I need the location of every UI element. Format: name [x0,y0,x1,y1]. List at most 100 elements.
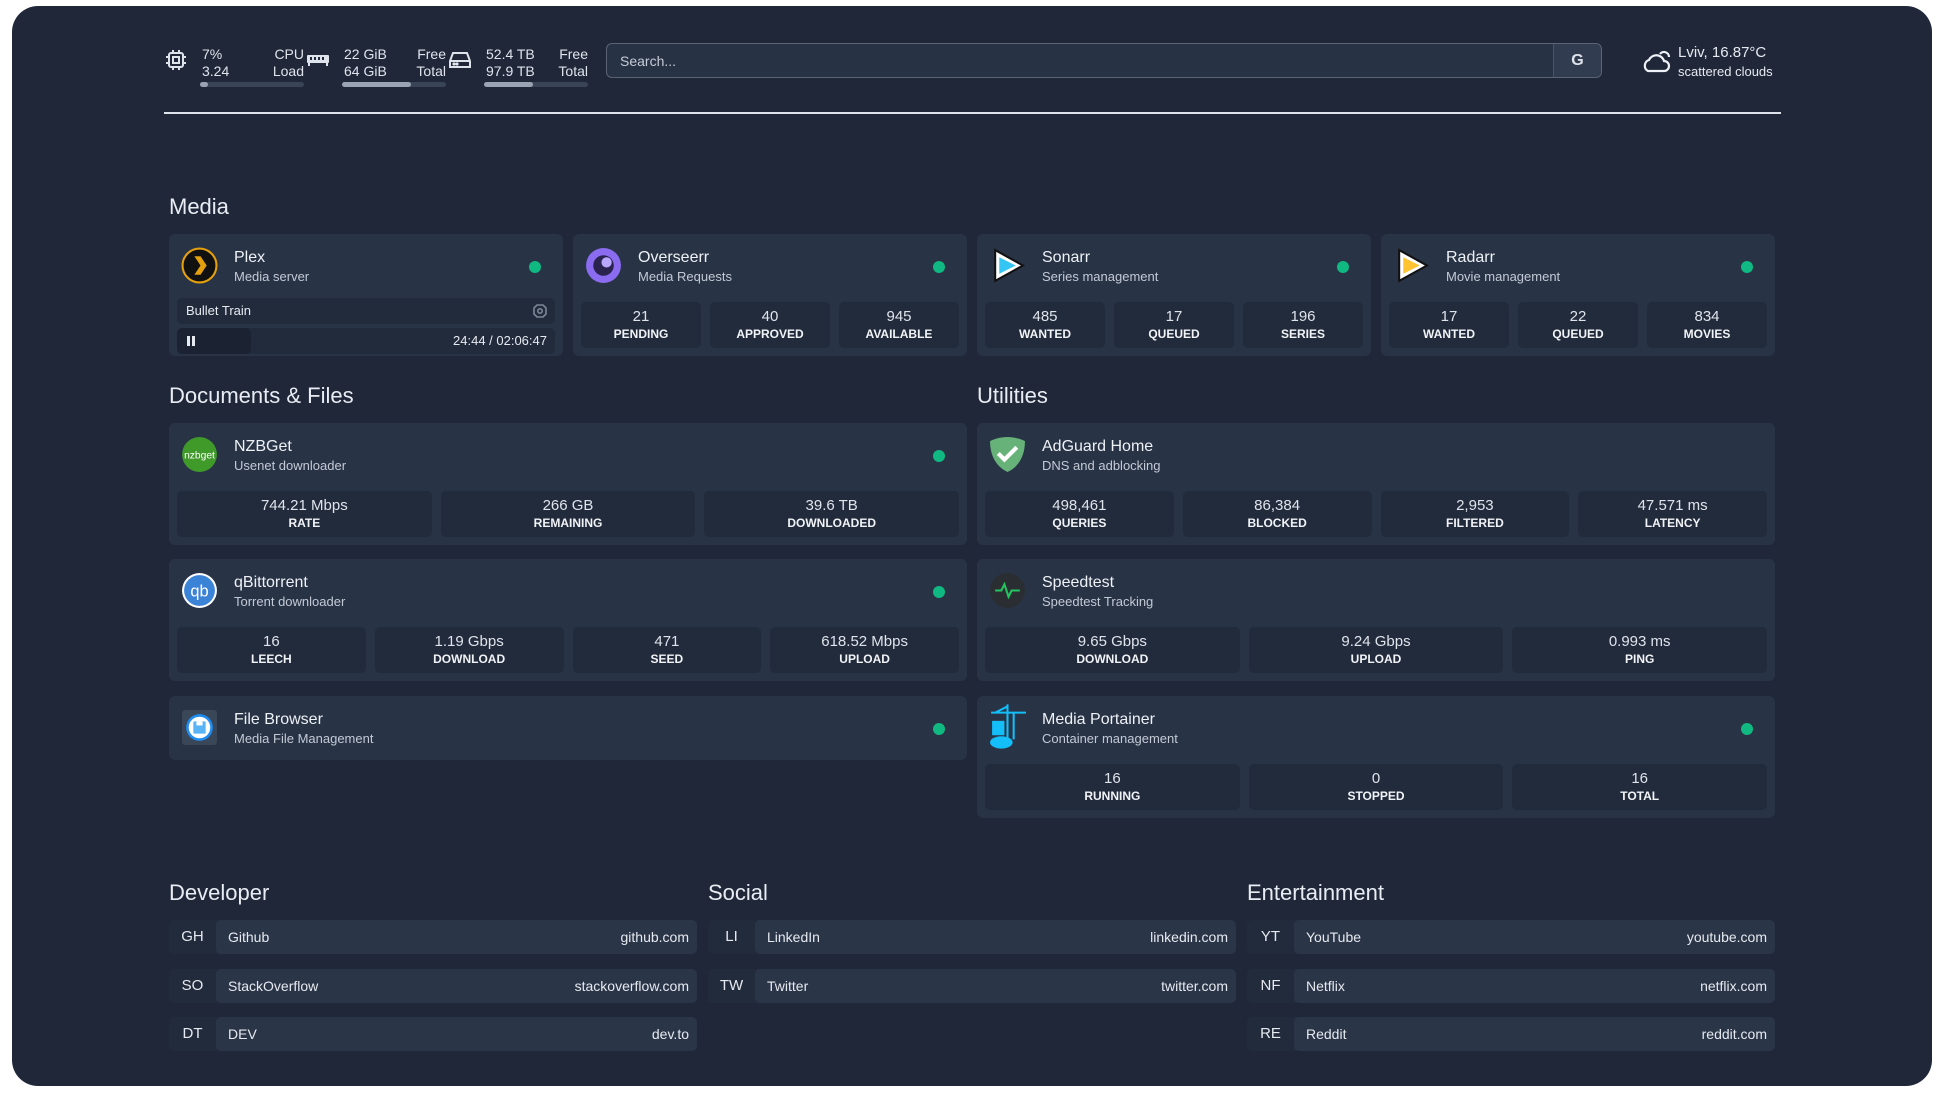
bookmark-link[interactable]: DEV dev.to [216,1017,697,1051]
header-divider [164,112,1781,114]
stat-value: 196 [1290,308,1316,325]
service-title: AdGuard Home [1042,438,1154,455]
memory-total: 64 GiB [344,63,387,79]
stat-upload: 618.52 Mbps UPLOAD [770,627,959,673]
bookmark-url: netflix.com [1700,977,1767,994]
stat-label: FILTERED [1445,516,1504,530]
stat-wanted: 17 WANTED [1389,302,1509,348]
cpu-bar-fill [200,82,209,87]
stat-value: 9.65 Gbps [1077,633,1147,650]
service-title: Overseerr [638,249,710,266]
stat-label: WANTED [1423,327,1475,341]
service-card-filebrowser[interactable]: File Browser Media File Management [169,696,967,760]
stat-running: 16 RUNNING [985,764,1240,810]
stat-label: STOPPED [1347,789,1405,803]
stat-value: 22 [1569,308,1587,325]
service-title: Radarr [1446,249,1495,266]
service-subtitle: Torrent downloader [234,594,346,609]
stat-downloaded: 39.6 TB DOWNLOADED [704,491,960,537]
bookmark-linkedin[interactable]: LI LinkedIn linkedin.com [708,920,1236,954]
stat-available: 945 AVAILABLE [839,302,959,348]
bookmark-link[interactable]: LinkedIn linkedin.com [755,920,1236,954]
bookmark-name: Netflix [1306,977,1345,994]
stat-stopped: 0 STOPPED [1248,764,1504,810]
stat-value: 744.21 Mbps [260,497,348,514]
bookmark-abbr: LI [725,928,738,945]
cpu-bar [200,82,304,87]
service-card-portainer[interactable]: Media Portainer Container management 16 R… [977,696,1775,818]
stat-blocked: 86,384 BLOCKED [1182,491,1372,537]
memory-widget: 22 GiB 64 GiB Free Total [306,40,446,88]
stat-download: 9.65 Gbps DOWNLOAD [985,627,1240,673]
stats-row: 16 RUNNING 0 STOPPED 16 TOTAL [985,764,1768,810]
bookmark-github[interactable]: GH Github github.com [169,920,697,954]
bookmark-link[interactable]: StackOverflow stackoverflow.com [216,968,697,1003]
bookmark-link[interactable]: Reddit reddit.com [1294,1017,1775,1051]
bookmark-link[interactable]: Twitter twitter.com [755,968,1236,1003]
stat-label: PING [1625,652,1655,666]
bookmark-twitter[interactable]: TW Twitter twitter.com [708,968,1236,1003]
service-card-qbittorrent[interactable]: qb qBittorrent Torrent downloader 16 LEEC… [169,559,967,681]
service-card-adguard[interactable]: AdGuard Home DNS and adblocking 498,461 Q… [977,423,1775,545]
search-bar: G [606,43,1602,78]
bookmark-reddit[interactable]: RE Reddit reddit.com [1247,1017,1775,1051]
stat-series: 196 SERIES [1243,302,1363,348]
service-card-radarr[interactable]: Radarr Movie management 17 WANTED 22 QUEUED… [1381,234,1775,356]
bookmark-stackoverflow[interactable]: SO StackOverflow stackoverflow.com [169,968,697,1003]
ram-icon [307,55,329,66]
stat-download: 1.19 Gbps DOWNLOAD [374,627,564,673]
section-heading-utilities: Utilities [977,383,1048,408]
bookmark-name: YouTube [1306,929,1362,945]
search-engine-button[interactable]: G [1553,44,1601,77]
radarr-icon [1398,248,1430,283]
stat-value: 945 [886,308,912,325]
playback-bar: 24:44 / 02:06:47 [177,328,555,354]
bookmark-youtube[interactable]: YT YouTube youtube.com [1247,920,1775,954]
stat-upload: 9.24 Gbps UPLOAD [1248,627,1504,673]
adguard-icon [990,437,1025,472]
service-title: Plex [234,249,266,266]
search-input[interactable] [607,52,1553,69]
bookmark-link[interactable]: YouTube youtube.com [1294,920,1775,954]
stat-label: LATENCY [1644,516,1701,530]
service-title: Sonarr [1042,249,1091,266]
stat-value: 0 [1371,770,1381,787]
stat-value: 21 [632,308,650,325]
settings-icon[interactable] [533,304,547,318]
service-card-overseerr[interactable]: Overseerr Media Requests 21 PENDING 40 APPR… [573,234,967,356]
pause-icon[interactable] [186,336,196,346]
bookmark-dev[interactable]: DT DEV dev.to [169,1017,697,1051]
stat-label: UPLOAD [1350,652,1402,666]
service-subtitle: Series management [1042,269,1159,284]
svg-text:nzbget: nzbget [184,451,215,462]
bookmark-abbr: YT [1260,928,1281,945]
bookmark-link[interactable]: Netflix netflix.com [1294,968,1775,1003]
stats-row: 485 WANTED 17 QUEUED 196 SERIES [985,302,1363,348]
status-dot [1741,723,1753,735]
stat-pending: 21 PENDING [581,302,701,348]
section-heading-documents: Documents & Files [169,383,354,408]
service-subtitle: Container management [1042,731,1178,746]
disk-icon [449,52,471,68]
stat-label: QUERIES [1052,516,1107,530]
now-playing: Bullet Train [177,298,555,324]
service-card-nzbget[interactable]: nzbget NZBGet Usenet downloader 744.21 M… [169,423,967,545]
status-dot [933,450,945,462]
portainer-icon [990,704,1026,749]
bookmark-abbr: GH [181,928,204,945]
bookmark-netflix[interactable]: NF Netflix netflix.com [1247,968,1775,1003]
stat-wanted: 485 WANTED [985,302,1105,348]
memory-free: 22 GiB [344,46,387,62]
cpu-widget: 7% 3.24 CPU Load [164,40,304,88]
service-card-plex[interactable]: Plex Media server Bullet Train 24:44 / 0… [169,234,563,356]
stat-value: 618.52 Mbps [821,633,908,650]
service-subtitle: Movie management [1446,269,1561,284]
stat-label: MOVIES [1683,327,1731,341]
bookmark-link[interactable]: Github github.com [216,920,697,954]
stat-value: 1.19 Gbps [434,633,504,650]
service-card-sonarr[interactable]: Sonarr Series management 485 WANTED 17 QUEU… [977,234,1371,356]
service-card-speedtest[interactable]: Speedtest Speedtest Tracking 9.65 Gbps DO… [977,559,1775,681]
bookmark-abbr: TW [719,976,744,994]
service-subtitle: Media Requests [638,269,732,284]
bookmark-url: github.com [620,929,689,945]
